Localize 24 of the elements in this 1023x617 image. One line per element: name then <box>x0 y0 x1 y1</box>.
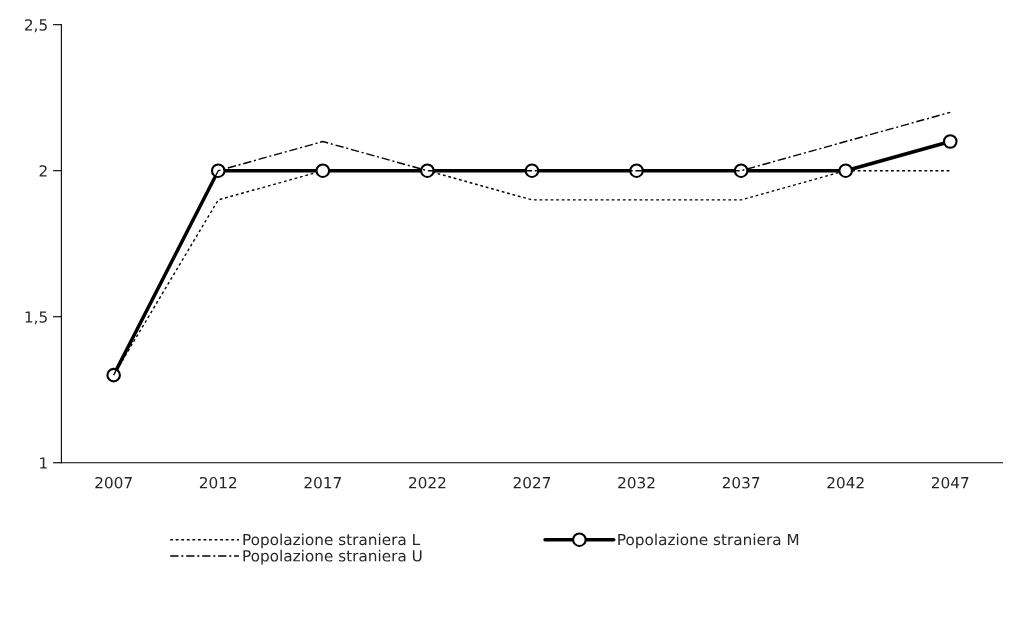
x-tick-label: 2022 <box>409 476 446 489</box>
x-tick-label: 2027 <box>513 476 551 489</box>
point <box>420 163 435 178</box>
x-tick-label: 2017 <box>304 476 341 489</box>
legend-label: Popolazione straniera L <box>243 533 421 549</box>
y-tick-label: 2,5 <box>25 19 47 33</box>
x-tick-label: 2047 <box>931 476 969 489</box>
point <box>733 163 749 178</box>
y-tick-label: 1 <box>40 457 47 469</box>
point <box>942 134 958 149</box>
point <box>524 163 540 178</box>
x-tick-label: 2012 <box>199 476 237 489</box>
x-tick-label: 2007 <box>95 476 132 489</box>
point <box>106 367 121 383</box>
point <box>315 163 331 178</box>
x-tick-label: 2037 <box>722 476 760 489</box>
x-tick-label: 2042 <box>827 476 864 489</box>
legend-label: Popolazione straniera U <box>243 549 422 565</box>
legend-label: Popolazione straniera M <box>618 533 799 549</box>
x-tick-label: 2032 <box>618 476 655 489</box>
y-tick-label: 2 <box>39 165 47 177</box>
point <box>838 163 853 178</box>
point <box>629 163 644 178</box>
y-tick-label: 1,5 <box>25 311 47 325</box>
